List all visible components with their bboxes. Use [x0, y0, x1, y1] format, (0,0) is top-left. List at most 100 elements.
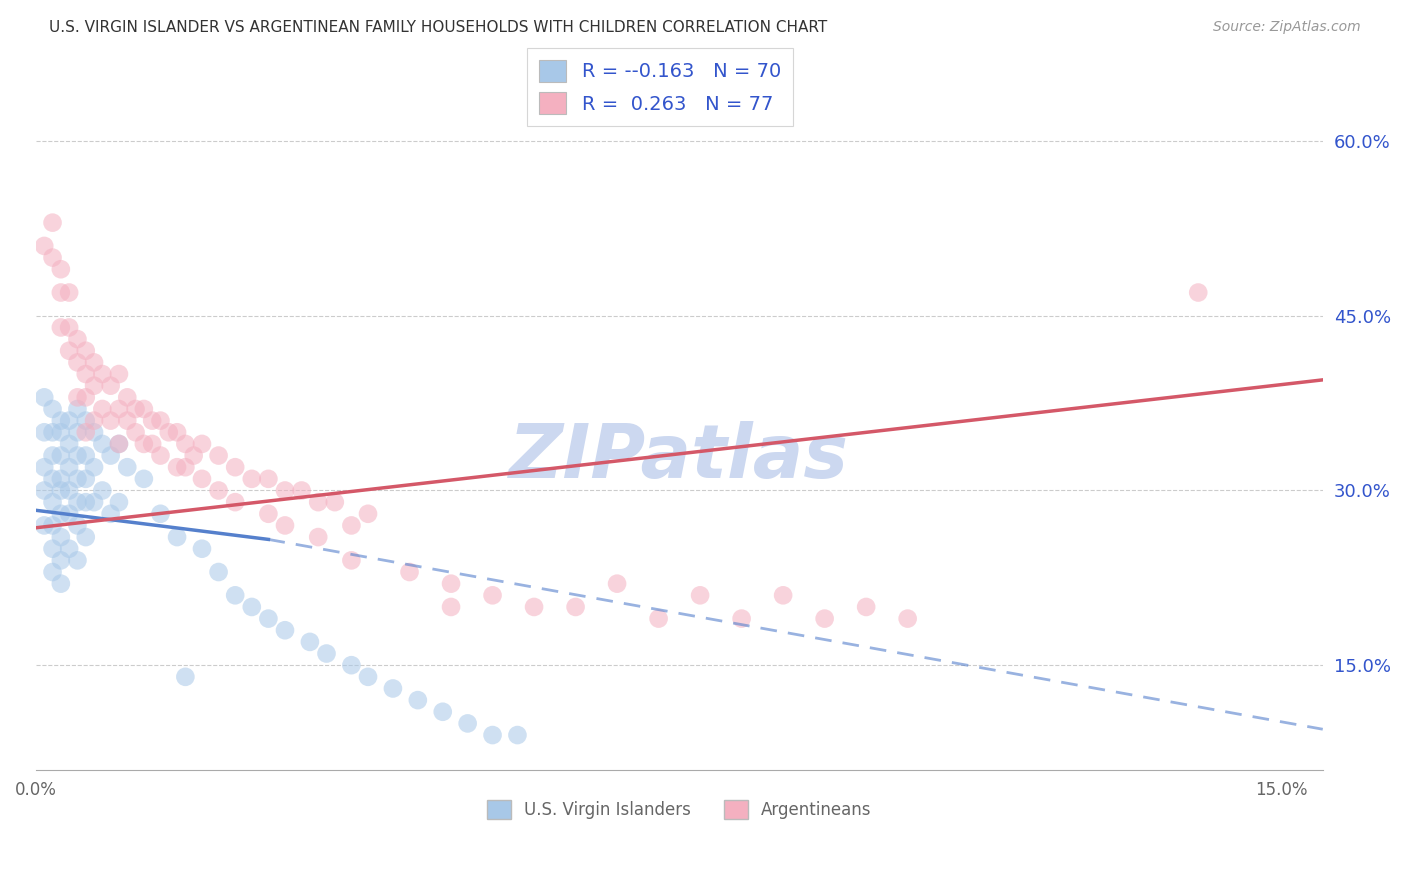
Point	[83, 355, 105, 369]
Point	[100, 507, 122, 521]
Point	[257, 507, 280, 521]
Point	[772, 588, 794, 602]
Point	[149, 414, 172, 428]
Point	[83, 425, 105, 440]
Point	[100, 378, 122, 392]
Point	[132, 472, 155, 486]
Point	[66, 495, 89, 509]
Point	[66, 449, 89, 463]
Point	[1187, 285, 1209, 300]
Point	[58, 320, 80, 334]
Point	[41, 449, 63, 463]
Point	[32, 239, 55, 253]
Point	[75, 390, 97, 404]
Point	[66, 472, 89, 486]
Point	[481, 728, 503, 742]
Point	[897, 611, 920, 625]
Point	[207, 483, 229, 498]
Point	[398, 565, 420, 579]
Point	[100, 414, 122, 428]
Point	[108, 437, 131, 451]
Point	[91, 401, 114, 416]
Point	[224, 588, 246, 602]
Point	[323, 495, 346, 509]
Point	[49, 285, 72, 300]
Point	[41, 425, 63, 440]
Point	[58, 414, 80, 428]
Point	[58, 507, 80, 521]
Point	[191, 472, 214, 486]
Point	[32, 518, 55, 533]
Point	[307, 495, 329, 509]
Point	[75, 367, 97, 381]
Point	[83, 378, 105, 392]
Point	[66, 553, 89, 567]
Point	[32, 460, 55, 475]
Point	[357, 507, 380, 521]
Point	[124, 425, 146, 440]
Point	[340, 553, 363, 567]
Point	[58, 541, 80, 556]
Point	[49, 320, 72, 334]
Point	[166, 530, 188, 544]
Point	[41, 495, 63, 509]
Point	[49, 472, 72, 486]
Point	[457, 716, 479, 731]
Point	[49, 414, 72, 428]
Point	[66, 355, 89, 369]
Point	[83, 460, 105, 475]
Point	[132, 401, 155, 416]
Point	[32, 425, 55, 440]
Point	[75, 472, 97, 486]
Point	[240, 599, 263, 614]
Point	[75, 449, 97, 463]
Point	[647, 611, 669, 625]
Point	[49, 483, 72, 498]
Point	[75, 414, 97, 428]
Point	[58, 343, 80, 358]
Point	[814, 611, 837, 625]
Point	[274, 483, 297, 498]
Point	[75, 495, 97, 509]
Text: ZIPatlas: ZIPatlas	[509, 421, 849, 494]
Point	[41, 565, 63, 579]
Point	[257, 611, 280, 625]
Point	[58, 460, 80, 475]
Point	[75, 343, 97, 358]
Point	[257, 472, 280, 486]
Point	[41, 518, 63, 533]
Point	[66, 401, 89, 416]
Point	[157, 425, 180, 440]
Point	[32, 390, 55, 404]
Point	[83, 414, 105, 428]
Point	[564, 599, 586, 614]
Point	[224, 495, 246, 509]
Point	[307, 530, 329, 544]
Point	[166, 425, 188, 440]
Point	[58, 285, 80, 300]
Text: Source: ZipAtlas.com: Source: ZipAtlas.com	[1213, 20, 1361, 34]
Point	[41, 401, 63, 416]
Point	[83, 495, 105, 509]
Legend: U.S. Virgin Islanders, Argentineans: U.S. Virgin Islanders, Argentineans	[481, 793, 877, 826]
Point	[117, 390, 139, 404]
Point	[108, 437, 131, 451]
Point	[340, 518, 363, 533]
Point	[298, 635, 321, 649]
Point	[117, 414, 139, 428]
Point	[689, 588, 711, 602]
Point	[240, 472, 263, 486]
Point	[58, 437, 80, 451]
Point	[132, 437, 155, 451]
Point	[506, 728, 529, 742]
Point	[191, 541, 214, 556]
Point	[357, 670, 380, 684]
Text: U.S. VIRGIN ISLANDER VS ARGENTINEAN FAMILY HOUSEHOLDS WITH CHILDREN CORRELATION : U.S. VIRGIN ISLANDER VS ARGENTINEAN FAMI…	[49, 20, 828, 35]
Point	[523, 599, 546, 614]
Point	[141, 437, 163, 451]
Point	[49, 449, 72, 463]
Point	[124, 401, 146, 416]
Point	[381, 681, 404, 696]
Point	[440, 599, 463, 614]
Point	[49, 507, 72, 521]
